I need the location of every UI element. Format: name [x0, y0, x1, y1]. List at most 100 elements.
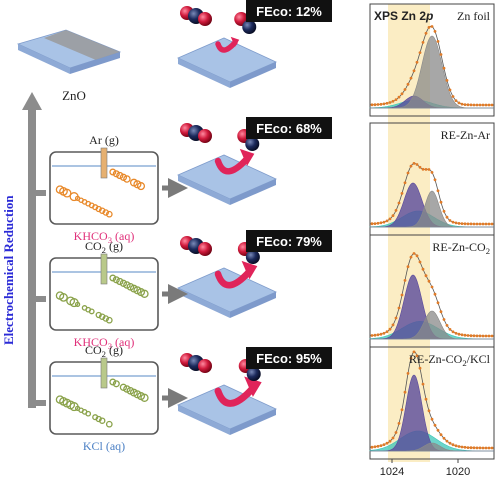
data-point: [379, 221, 383, 225]
data-point: [436, 428, 440, 432]
data-point: [427, 279, 431, 283]
data-point: [409, 76, 413, 80]
gas-bubble: [112, 276, 120, 284]
data-point: [412, 162, 416, 165]
gas-bubble: [55, 291, 65, 300]
gas-bubble: [116, 171, 124, 180]
co2-molecule-4: [180, 353, 212, 373]
gas-inlet-2: [100, 253, 108, 285]
data-point: [472, 222, 476, 226]
data-point: [463, 103, 467, 106]
data-point: [394, 316, 398, 320]
data-point: [478, 334, 482, 338]
product-plate-3: [177, 267, 277, 318]
zno-substrate-plate: [16, 29, 122, 74]
data-point: [490, 103, 494, 107]
data-point: [418, 165, 422, 169]
data-point: [418, 51, 422, 54]
gas-bubble: [69, 192, 79, 202]
data-point: [415, 163, 419, 166]
data-point: [424, 31, 428, 35]
fe-badge-2: FEco: 68%: [246, 117, 332, 139]
xps-panel-label-3: RE-Zn-CO2: [432, 240, 490, 256]
data-point: [490, 222, 494, 226]
data-point: [469, 222, 473, 226]
data-point: [475, 222, 479, 226]
data-point: [484, 334, 488, 338]
gas-bubble: [109, 168, 117, 176]
electrolyte-label-1: KHCO3 (aq): [74, 229, 135, 245]
data-point: [436, 40, 440, 43]
data-point: [409, 255, 413, 259]
data-point: [436, 301, 440, 305]
reaction-arrow-4: [214, 376, 262, 407]
data-point: [466, 103, 470, 107]
fit-peak-grey: [370, 190, 494, 228]
gas-bubble: [116, 277, 124, 286]
data-point: [400, 192, 404, 195]
data-point: [424, 274, 428, 278]
data-point: [382, 443, 386, 446]
gas-bubble: [136, 288, 146, 297]
data-point: [484, 103, 488, 107]
xps-panel-label-1: Zn foil: [457, 9, 491, 23]
data-point: [382, 102, 386, 106]
electrolysis-cell-3: [49, 357, 159, 435]
data-point: [376, 103, 380, 106]
fit-peak-grey: [370, 442, 494, 452]
gas-bubble: [85, 200, 92, 207]
gas-bubble: [98, 313, 106, 320]
data-point: [391, 99, 395, 103]
data-point: [388, 217, 392, 221]
data-point: [460, 102, 464, 106]
gas-label-3: CO2 (g): [85, 343, 123, 359]
data-point: [379, 102, 383, 106]
data-point: [475, 446, 479, 450]
reaction-arrow-3: [214, 260, 258, 289]
gas-bubble: [105, 210, 113, 218]
data-point: [400, 293, 404, 297]
data-point: [484, 222, 488, 226]
data-point: [376, 333, 380, 337]
data-point: [388, 439, 392, 443]
fe-value: FEco: 95%: [256, 351, 322, 366]
data-point: [376, 444, 380, 448]
data-point: [376, 221, 380, 225]
data-point: [397, 95, 401, 99]
fe-cell-3: FEco: 79%: [177, 230, 332, 318]
data-point: [427, 168, 431, 171]
data-point: [448, 328, 452, 331]
gas-bubble: [59, 397, 68, 406]
xps-panel-label-2: RE-Zn-Ar: [441, 128, 490, 142]
gas-bubble: [92, 414, 99, 421]
data-point: [373, 103, 377, 107]
data-point: [415, 60, 419, 64]
data-point: [400, 92, 404, 96]
data-point: [412, 252, 416, 255]
data-point: [442, 66, 446, 70]
side-label: Electrochemical Reduction: [1, 195, 16, 345]
gas-label-1: Ar (g): [89, 133, 119, 147]
electrolyte-label-3: KCl (aq): [83, 439, 125, 453]
data-point: [379, 332, 383, 336]
xps-panel-group: Zn foil RE-Zn-Ar RE-Zn-CO2 RE-Zn-CO2/KCl XPS…: [369, 3, 495, 478]
data-point: [385, 219, 389, 223]
fe-cell-2: FEco: 68%: [177, 117, 332, 205]
data-point: [406, 372, 410, 375]
data-point: [403, 279, 407, 282]
gas-bubble: [81, 305, 88, 311]
data-point: [406, 82, 410, 86]
data-point: [457, 445, 461, 448]
gas-bubble: [98, 207, 106, 214]
gas-bubble: [133, 390, 142, 399]
process-row-1: Ar (g) KHCO3 (aq): [32, 133, 188, 245]
data-point: [487, 103, 491, 107]
data-point: [442, 209, 446, 213]
data-point: [388, 327, 392, 331]
data-point: [445, 439, 449, 443]
data-point: [478, 446, 482, 450]
data-point: [463, 222, 467, 226]
data-point: [385, 330, 389, 334]
data-point: [490, 446, 494, 450]
data-point: [472, 446, 476, 450]
